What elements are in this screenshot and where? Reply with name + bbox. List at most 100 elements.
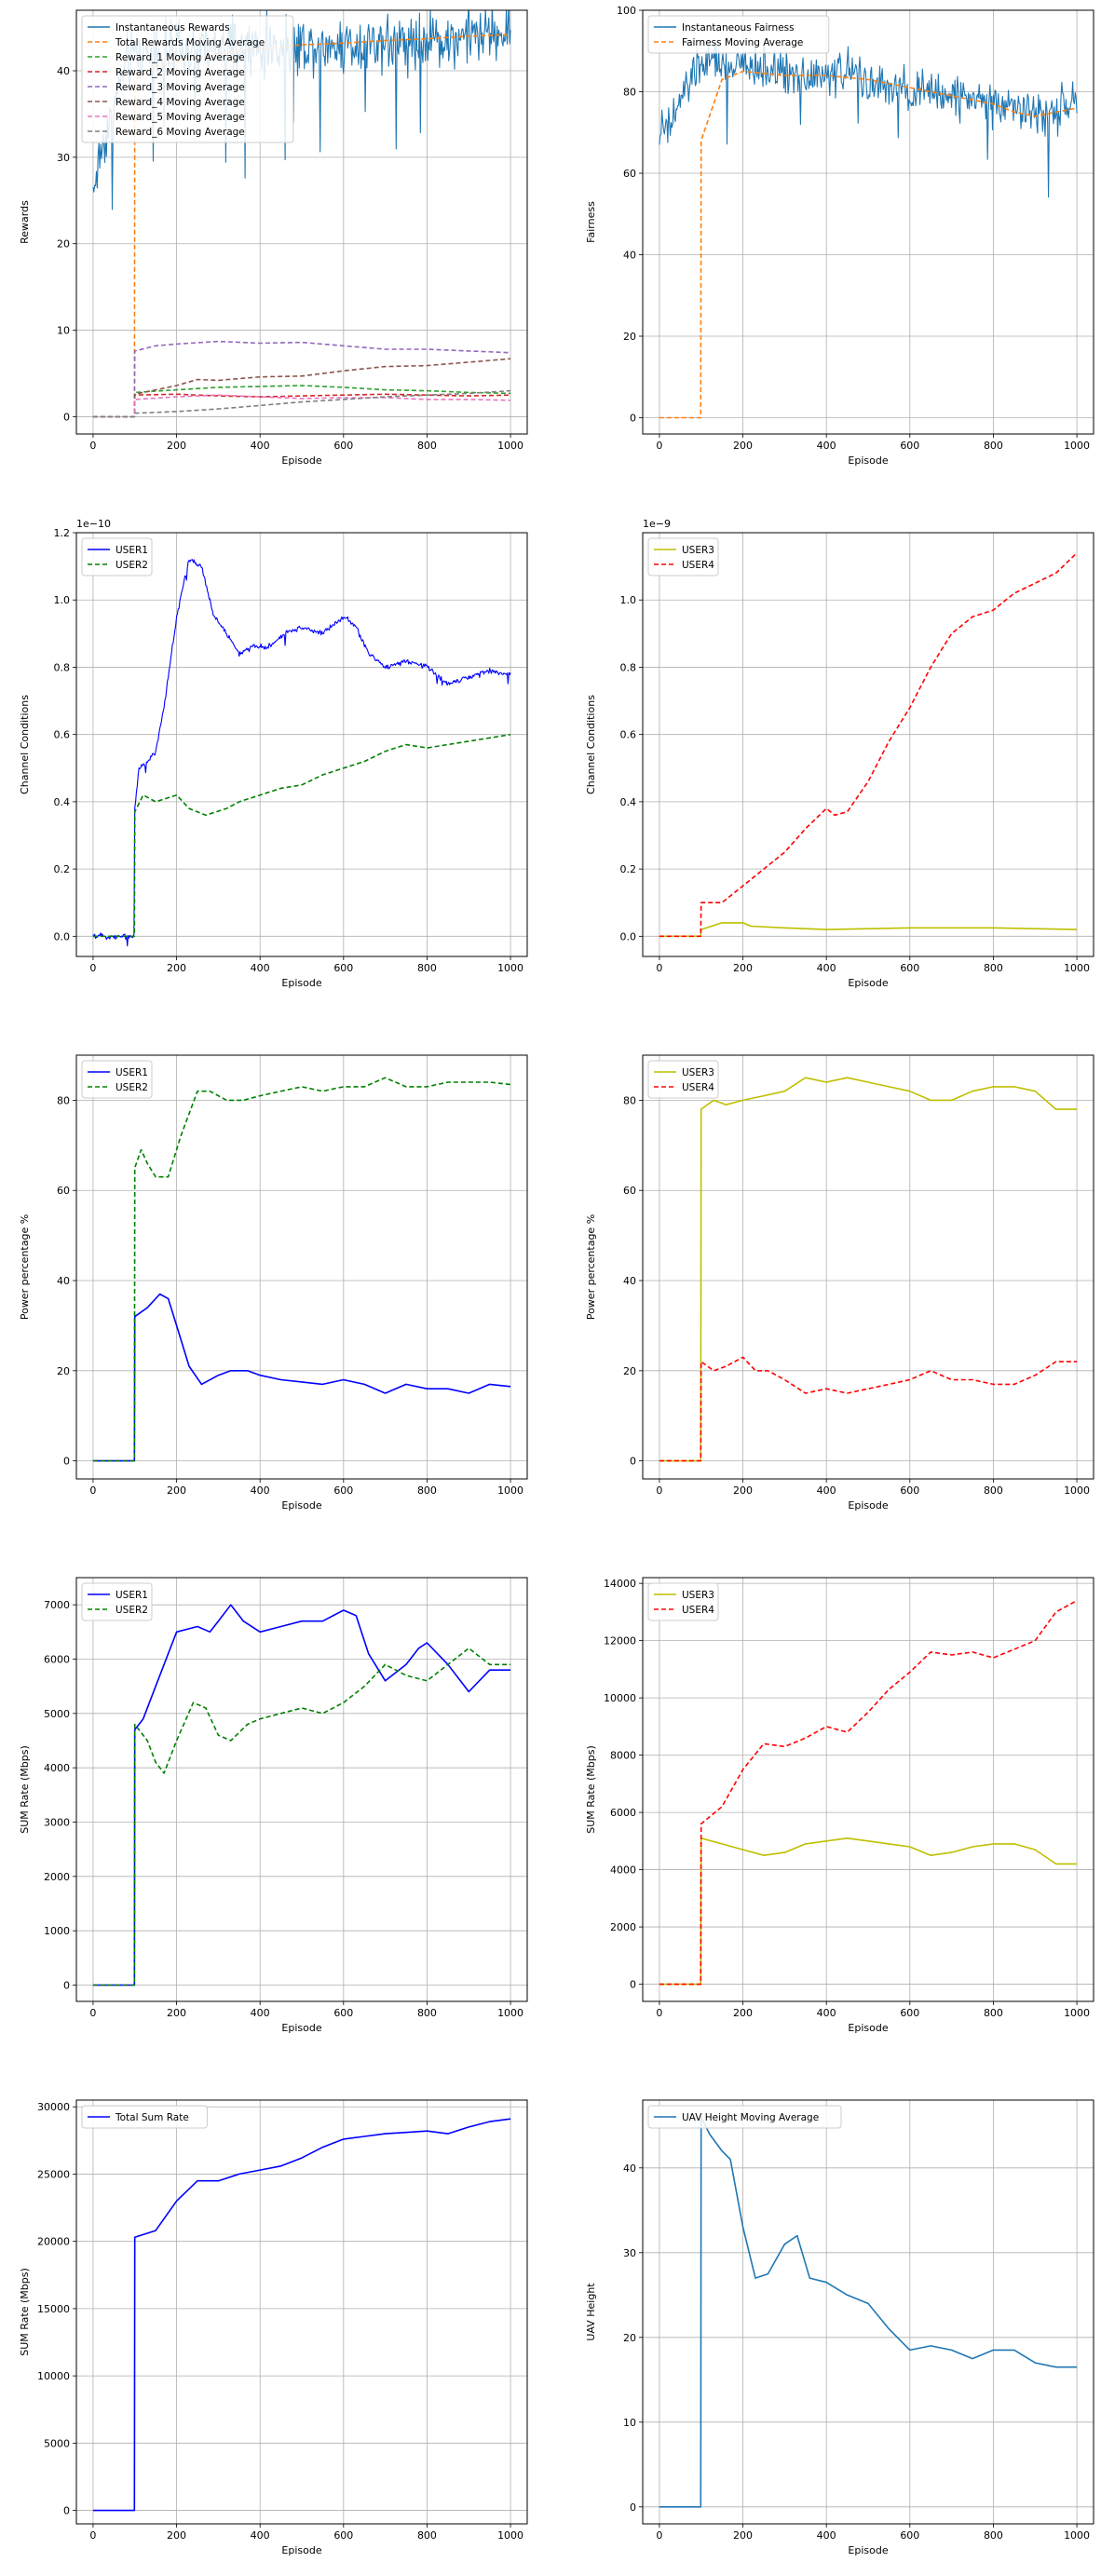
y-axis-label: Power percentage %	[585, 1214, 597, 1320]
x-axis-label: Episode	[281, 2544, 321, 2556]
y-tick-label: 12000	[604, 1635, 636, 1647]
y-tick-label: 1.0	[54, 594, 71, 606]
y-tick-label: 10	[623, 2417, 636, 2429]
chart-panel-7: 0 200 400 600 800 1000 0 1000 2000 3000 4000 5000 60…	[19, 1577, 528, 2034]
chart-panel-8: 0 200 400 600 800 100002000400060008000100001…	[585, 1577, 1094, 2034]
x-tick-label: 1000	[497, 440, 523, 452]
y-tick-label: 20	[623, 1365, 636, 1377]
y-tick-label: 0.0	[620, 930, 637, 942]
legend: USER1 USER2	[81, 537, 153, 576]
legend-box	[647, 1582, 719, 1621]
legend: USER1 USER2	[81, 1582, 153, 1621]
series-line-1	[92, 2118, 511, 2512]
x-tick-label: 600	[333, 2007, 353, 2019]
x-tick-label: 600	[900, 440, 919, 452]
x-tick-label: 200	[733, 1485, 753, 1497]
x-tick-label: 800	[417, 2007, 437, 2019]
series-line-4	[92, 393, 511, 418]
legend-label: Reward_3 Moving Average	[116, 82, 245, 93]
y-tick-label: 0.4	[620, 796, 637, 808]
y-axis-label: Rewards	[19, 200, 31, 244]
y-tick-label: 0	[63, 1980, 70, 1992]
x-tick-label: 200	[167, 1485, 186, 1497]
y-tick-label: 0	[630, 413, 636, 425]
legend-label: Fairness Moving Average	[682, 37, 803, 48]
x-tick-label: 200	[733, 440, 753, 452]
series-line-2	[659, 70, 1078, 419]
x-tick-label: 0	[89, 1485, 96, 1497]
legend: USER1 USER2	[81, 1060, 153, 1099]
axes-frame	[75, 532, 528, 957]
y-tick-label: 0	[63, 1456, 70, 1468]
y-tick-label: 2000	[44, 1871, 70, 1883]
x-tick-label: 800	[417, 1485, 437, 1497]
y-axis-label: SUM Rate (Mbps)	[19, 1745, 31, 1834]
x-tick-label: 400	[251, 440, 270, 452]
axes-frame	[642, 2099, 1094, 2525]
legend-label: USER2	[116, 560, 148, 571]
legend-label: Reward_1 Moving Average	[116, 52, 245, 63]
y-tick-label: 20	[57, 238, 70, 251]
y-tick-label: 60	[623, 1185, 636, 1197]
y-tick-label: 5000	[44, 2437, 70, 2449]
y-tick-label: 10000	[37, 2370, 70, 2382]
x-tick-label: 1000	[497, 2529, 523, 2542]
series-line-1	[92, 559, 511, 947]
x-axis-label: Episode	[281, 2022, 321, 2034]
legend-label: USER3	[682, 1590, 714, 1601]
y-tick-label: 60	[57, 1185, 70, 1197]
x-tick-label: 0	[656, 2007, 662, 2019]
x-tick-label: 1000	[1064, 2007, 1090, 2019]
y-axis-label: Power percentage %	[19, 1214, 31, 1320]
legend: USER3 USER4	[647, 1582, 719, 1621]
y-tick-label: 20	[57, 1365, 70, 1377]
y-tick-label: 40	[623, 1275, 636, 1287]
x-tick-label: 1000	[497, 2007, 523, 2019]
series-line-2	[659, 1599, 1078, 1986]
axes-frame	[642, 9, 1094, 435]
legend-label: USER2	[116, 1605, 148, 1616]
series-line-1	[659, 2116, 1078, 2508]
y-tick-label: 4000	[610, 1864, 636, 1877]
x-tick-label: 400	[817, 2007, 836, 2019]
x-tick-label: 1000	[1064, 440, 1090, 452]
legend-label: USER1	[116, 1590, 148, 1601]
x-tick-label: 400	[251, 962, 270, 974]
legend: USER3 USER4	[647, 1060, 719, 1099]
x-tick-label: 0	[656, 440, 662, 452]
axes-frame	[75, 1054, 528, 1480]
y-tick-label: 20	[623, 331, 636, 343]
x-tick-label: 1000	[497, 1485, 523, 1497]
y-tick-label: 30	[57, 152, 70, 164]
y-tick-label: 7000	[44, 1599, 70, 1611]
y-tick-label: 0.4	[54, 796, 71, 808]
legend-label: USER3	[682, 1067, 714, 1078]
y-tick-label: 0	[630, 1979, 636, 1991]
legend-label: Reward_6 Moving Average	[116, 127, 245, 138]
axes-frame	[642, 1054, 1094, 1480]
x-axis-label: Episode	[848, 454, 888, 467]
series-line-1	[92, 1604, 511, 1986]
y-tick-label: 20000	[37, 2236, 70, 2248]
x-tick-label: 1000	[1064, 1485, 1090, 1497]
legend: USER3 USER4	[647, 537, 719, 576]
y-tick-label: 1.0	[620, 594, 637, 606]
series-line-2	[92, 733, 511, 938]
y-tick-label: 0.2	[620, 863, 637, 875]
x-tick-label: 200	[167, 2529, 186, 2542]
x-tick-label: 0	[89, 440, 96, 452]
x-tick-label: 800	[984, 2529, 1003, 2542]
y-tick-label: 1.2	[54, 527, 71, 539]
x-tick-label: 400	[251, 1485, 270, 1497]
axes-frame	[75, 2099, 528, 2525]
y-tick-label: 20	[623, 2332, 636, 2344]
x-tick-label: 600	[900, 962, 919, 974]
series-line-2	[92, 1077, 511, 1462]
axes-frame	[642, 532, 1094, 957]
x-tick-label: 600	[900, 2007, 919, 2019]
x-tick-label: 0	[656, 962, 662, 974]
legend-box	[647, 1060, 719, 1099]
x-axis-label: Episode	[281, 1499, 321, 1512]
y-tick-label: 0.8	[54, 661, 71, 673]
x-tick-label: 200	[733, 2007, 753, 2019]
